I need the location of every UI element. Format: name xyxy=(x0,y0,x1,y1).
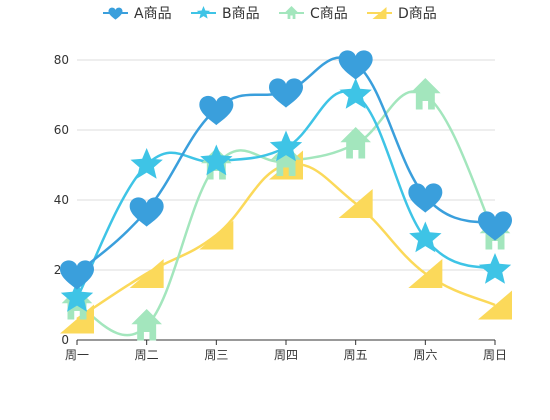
x-tick-label: 周六 xyxy=(413,348,437,362)
data-point[interactable] xyxy=(199,95,234,126)
y-tick-label: 0 xyxy=(61,333,69,347)
data-point[interactable] xyxy=(409,221,442,253)
data-point[interactable] xyxy=(60,281,94,312)
legend-label: D商品 xyxy=(398,6,437,22)
y-tick-label: 60 xyxy=(54,123,69,137)
data-point[interactable] xyxy=(408,183,443,213)
data-point[interactable] xyxy=(478,253,512,284)
data-point[interactable] xyxy=(129,259,164,288)
data-point[interactable] xyxy=(60,260,94,290)
x-tick-label: 周二 xyxy=(135,348,159,362)
data-point[interactable] xyxy=(269,130,303,162)
y-tick-label: 80 xyxy=(54,53,69,67)
data-point[interactable] xyxy=(340,127,371,159)
triangle-icon xyxy=(372,7,387,19)
star-icon xyxy=(196,6,211,19)
data-point[interactable] xyxy=(478,211,512,241)
legend-item[interactable]: C商品 xyxy=(279,6,348,22)
x-tick-label: 周三 xyxy=(204,348,228,362)
legend-item[interactable]: B商品 xyxy=(191,6,260,22)
x-tick-label: 周四 xyxy=(274,348,298,362)
series-markers xyxy=(60,50,512,341)
legend-label: A商品 xyxy=(134,6,172,22)
legend-item[interactable]: A商品 xyxy=(103,6,172,22)
data-point[interactable] xyxy=(339,78,372,109)
data-point[interactable] xyxy=(199,220,234,250)
data-point[interactable] xyxy=(410,78,441,110)
house-icon xyxy=(285,6,298,19)
x-tick-label: 周日 xyxy=(483,348,507,362)
data-point[interactable] xyxy=(338,189,373,218)
data-point[interactable] xyxy=(200,144,233,176)
x-tick-label: 周一 xyxy=(65,348,89,362)
data-point[interactable] xyxy=(338,50,373,80)
legend-label: C商品 xyxy=(310,6,348,22)
data-point[interactable] xyxy=(129,197,164,227)
y-tick-label: 40 xyxy=(54,193,69,207)
data-point[interactable] xyxy=(130,148,163,179)
data-point[interactable] xyxy=(269,78,303,108)
x-tick-label: 周五 xyxy=(344,348,368,362)
legend-item[interactable]: D商品 xyxy=(367,6,437,22)
data-point[interactable] xyxy=(131,309,162,341)
legend[interactable]: A商品 B商品 C商品 D商品 xyxy=(103,6,437,22)
data-point[interactable] xyxy=(478,290,512,320)
legend-label: B商品 xyxy=(222,6,260,22)
data-point[interactable] xyxy=(408,259,443,288)
heart-icon xyxy=(108,7,123,20)
